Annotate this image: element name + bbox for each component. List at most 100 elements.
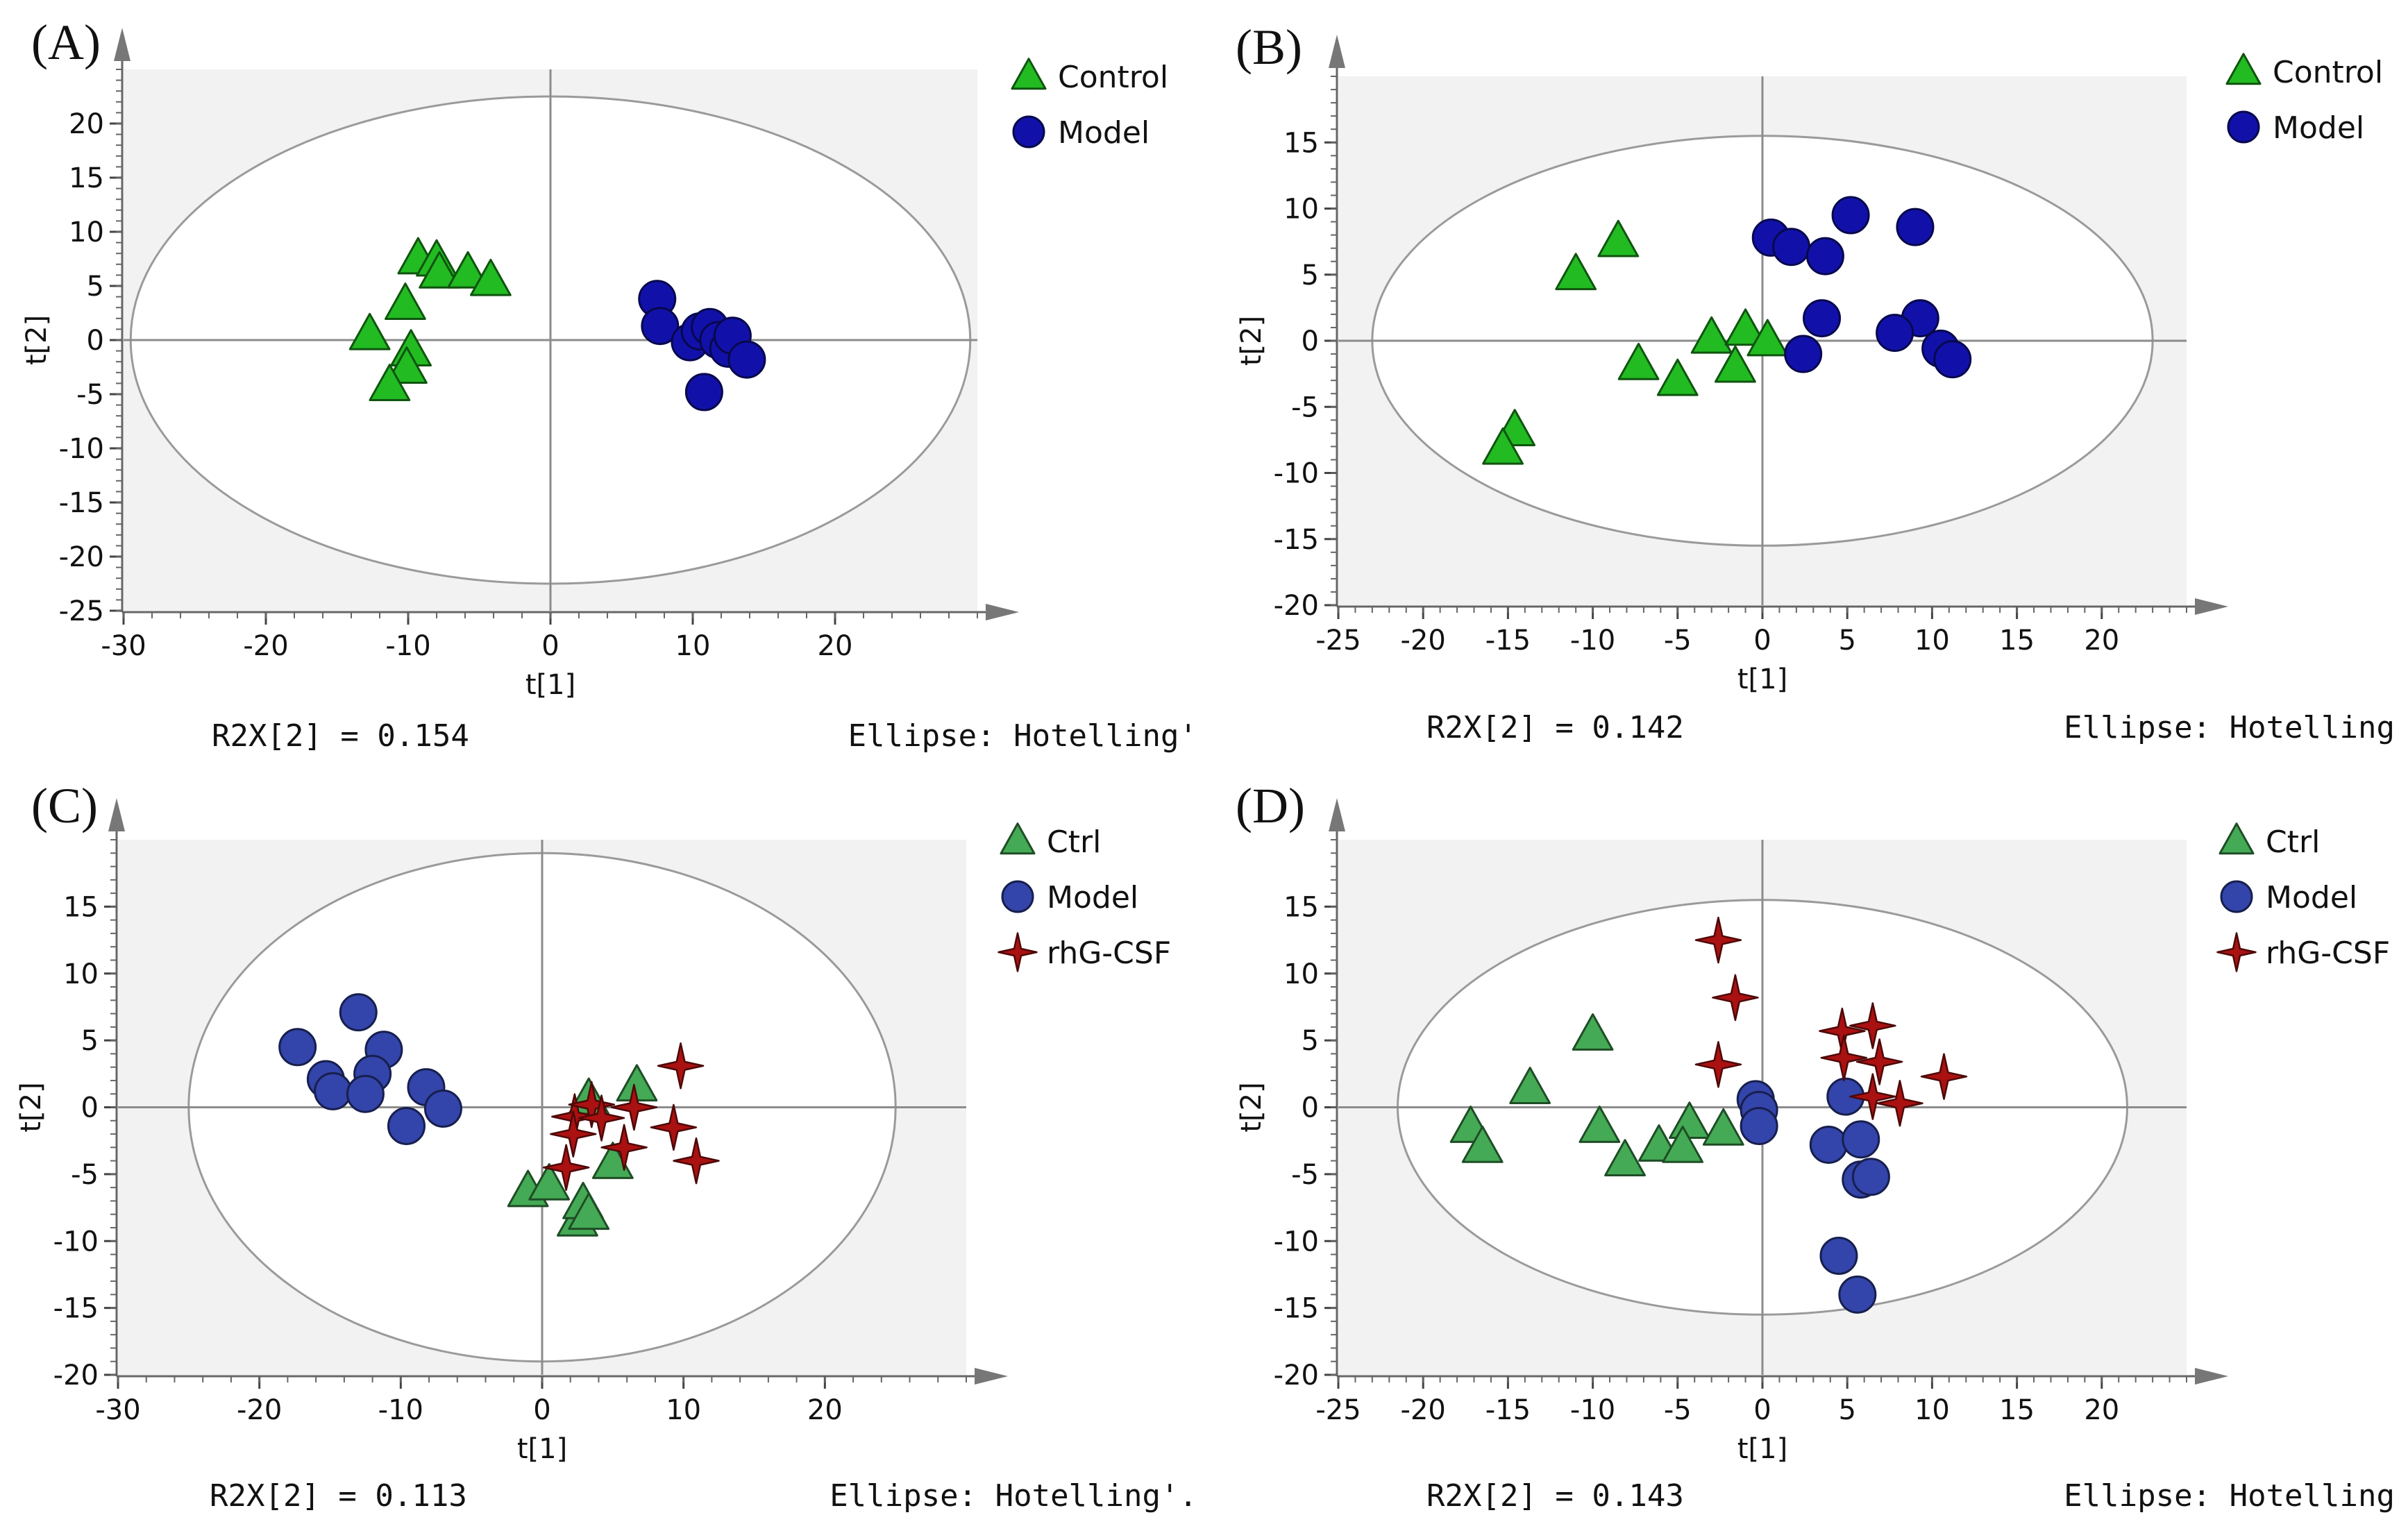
y-axis-arrow [1329,798,1345,831]
x-tick-label: -10 [1570,625,1615,657]
data-point [348,312,391,350]
y-axis-title: t[2] [21,315,53,365]
ellipse-label: Ellipse: Hotelling' [848,718,1197,754]
data-point [1819,1236,1858,1275]
ellipse-label: Ellipse: Hotelling [2064,1478,2395,1514]
y-tick-label: -5 [71,1159,99,1191]
y-tick-label: 0 [1302,1092,1319,1124]
y-tick-label: -5 [76,379,104,411]
y-tick-label: -15 [53,1293,99,1325]
x-axis-arrow [975,1368,1008,1385]
legend-label: rhG-CSF [1047,936,1171,971]
series-model [1751,196,1972,379]
data-point [1461,1125,1504,1163]
y-tick-label: -10 [1274,1226,1319,1258]
y-tick-label: 15 [69,162,104,194]
x-tick-label: 10 [675,630,711,662]
data-point [1578,1106,1621,1143]
x-tick-label: -20 [237,1394,282,1426]
legend: Ctrl Model rhG-CSF [2216,822,2390,972]
data-point [314,1072,353,1110]
y-tick-label: 15 [1283,891,1319,923]
y-tick-label: 10 [63,958,99,990]
data-point [1714,345,1756,383]
data-point [1740,1106,1778,1145]
y-tick-label: -15 [1274,524,1319,556]
series-ctrl [1449,1013,1744,1177]
series-rhg-csf [542,1042,720,1191]
x-tick-label: 0 [533,1394,550,1426]
data-point [346,1074,385,1113]
data-point [447,251,489,289]
data-point [1820,1034,1868,1081]
ellipse-label: Ellipse: Hotelling'. [830,1478,1197,1514]
data-point [1803,299,1842,338]
ellipse-label: Ellipse: Hotelling [2064,710,2395,745]
legend-marker [2216,932,2257,972]
data-point [1617,342,1660,380]
data-point [1849,1073,1896,1120]
data-point [1656,358,1699,396]
data-point [384,282,426,320]
y-tick-label: -5 [1291,1159,1319,1191]
data-point [550,1110,597,1158]
x-tick-label: -5 [1664,625,1692,657]
panel-label: (A) [31,15,101,70]
data-point [1597,219,1640,257]
data-point [578,1094,625,1142]
x-tick-label: -15 [1485,625,1531,657]
data-point [1712,974,1759,1022]
data-point [1772,228,1811,266]
series-model [278,993,462,1145]
r2x-label: R2X[2] = 0.154 [212,718,469,754]
data-point [419,251,461,289]
x-tick-label: -20 [1401,1394,1446,1426]
chart-panel-a: (A) -30 -20 -10 0 10 20 -25 -20 -15 -10 -5 0 5 10 15 20 t… [21,15,1197,754]
data-point [1724,308,1767,346]
legend-label: rhG-CSF [2266,936,2390,971]
data-point [1855,1038,1903,1085]
y-tick-label: 10 [1283,194,1319,226]
series-control [348,237,512,401]
y-tick-label: -15 [59,487,104,519]
x-tick-label: 0 [1753,625,1771,657]
y-tick-label: 15 [63,891,99,923]
y-tick-label: 10 [69,217,104,248]
legend-marker [1001,880,1034,913]
x-tick-label: 10 [1914,625,1950,657]
y-tick-label: -20 [1274,590,1319,622]
legend-label: Model [1058,115,1150,151]
x-tick-label: 0 [1753,1394,1771,1426]
legend: Control Model [2225,53,2383,146]
legend-marker [1012,115,1045,149]
data-point [542,1144,590,1191]
legend: Control Model [1011,58,1168,151]
data-point [1555,253,1597,291]
x-tick-label: -25 [1315,1394,1361,1426]
series-rhg-csf [1694,916,1968,1127]
data-point [568,1192,610,1230]
data-point [387,1106,426,1145]
data-point [1876,1079,1923,1127]
y-tick-label: -20 [1274,1360,1319,1391]
x-axis-arrow [986,604,1019,620]
legend-marker [2227,110,2260,144]
series-control [1482,219,1789,465]
data-point [673,1137,720,1185]
data-point [1694,916,1742,964]
r2x-label: R2X[2] = 0.142 [1426,710,1684,745]
y-tick-label: -25 [59,595,104,627]
x-tick-label: 5 [1838,1394,1855,1426]
data-point [1694,1041,1742,1088]
legend-label: Control [2273,55,2383,90]
x-axis-title: t[1] [525,669,575,701]
x-tick-label: 20 [807,1394,843,1426]
y-axis-title: t[2] [1236,1082,1268,1132]
data-point [1933,340,1972,379]
data-point [684,373,723,412]
legend-marker [2218,822,2255,855]
chart-panel-c: (C)-30 -20 -10 0 10 20-20-15-10-5051015t[1]t[… [15,778,1197,1514]
data-point [1690,316,1733,354]
chart-panel-b: (B)-25 -20 -15 -10 -5 0 5 10 15 20-20-15-10-50510… [1236,19,2395,745]
